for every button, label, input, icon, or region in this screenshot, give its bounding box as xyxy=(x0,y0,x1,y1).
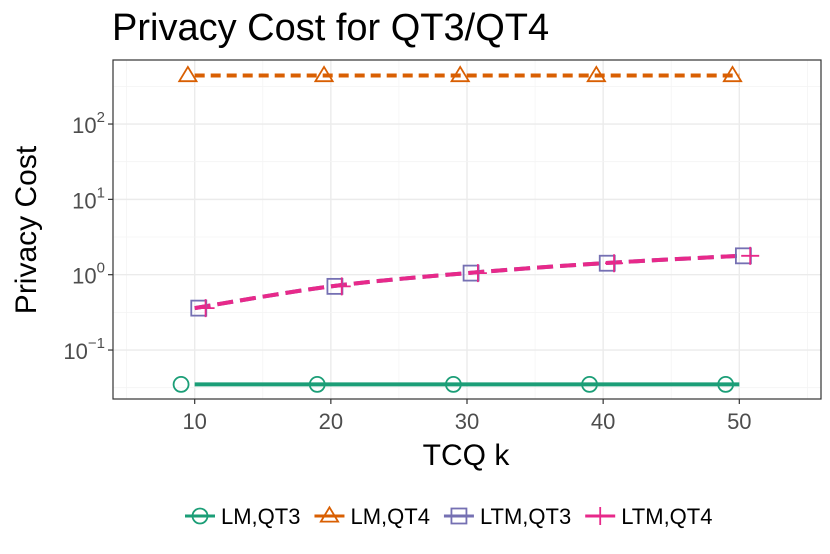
x-tick-label: 10 xyxy=(182,409,206,434)
x-tick-label: 20 xyxy=(319,409,343,434)
data-point-ltm-qt4 xyxy=(468,264,487,283)
data-point-lm-qt3 xyxy=(444,375,462,393)
data-point-lm-qt4 xyxy=(177,65,199,83)
data-point-ltm-qt4 xyxy=(196,299,215,318)
data-point-lm-qt4 xyxy=(722,65,743,83)
legend-label: LTM,QT4 xyxy=(621,504,712,529)
y-tick-label: 102 xyxy=(72,109,105,138)
data-point-ltm-qt4 xyxy=(741,246,760,265)
data-point-lm-qt3 xyxy=(308,375,326,393)
data-point-ltm-qt4 xyxy=(605,254,624,273)
y-axis-title: Privacy Cost xyxy=(10,145,43,314)
data-point-lm-qt4 xyxy=(449,65,471,83)
legend-label: LM,QT3 xyxy=(221,504,300,529)
y-tick-label: 101 xyxy=(72,184,105,213)
x-tick-label: 30 xyxy=(455,409,479,434)
data-point-ltm-qt4 xyxy=(332,277,351,296)
legend-key-plus xyxy=(591,507,610,525)
axes: 10 20 30 40 50 10−1 100 101 102 xyxy=(63,109,751,434)
legend-key-triangle xyxy=(319,505,340,523)
plot-series xyxy=(172,65,760,393)
grid xyxy=(113,60,821,399)
chart-title: Privacy Cost for QT3/QT4 xyxy=(112,7,549,49)
data-point-lm-qt4 xyxy=(586,65,607,83)
x-tick-label: 40 xyxy=(591,409,615,434)
data-point-lm-qt3 xyxy=(717,375,735,393)
legend-key-square xyxy=(450,507,468,525)
legend-label: LM,QT4 xyxy=(350,504,429,529)
legend-label: LTM,QT3 xyxy=(480,504,571,529)
data-point-lm-qt3 xyxy=(581,375,598,393)
legend: LM,QT3 LM,QT4 LTM,QT3 LTM,QT4 xyxy=(185,504,712,529)
y-tick-label: 100 xyxy=(72,260,105,289)
x-axis-title: TCQ k xyxy=(423,439,511,472)
y-tick-label: 10−1 xyxy=(63,335,105,364)
data-point-lm-qt3 xyxy=(172,375,190,393)
x-tick-label: 50 xyxy=(727,409,751,434)
legend-key-circle xyxy=(191,507,209,525)
data-point-lm-qt4 xyxy=(313,65,335,83)
